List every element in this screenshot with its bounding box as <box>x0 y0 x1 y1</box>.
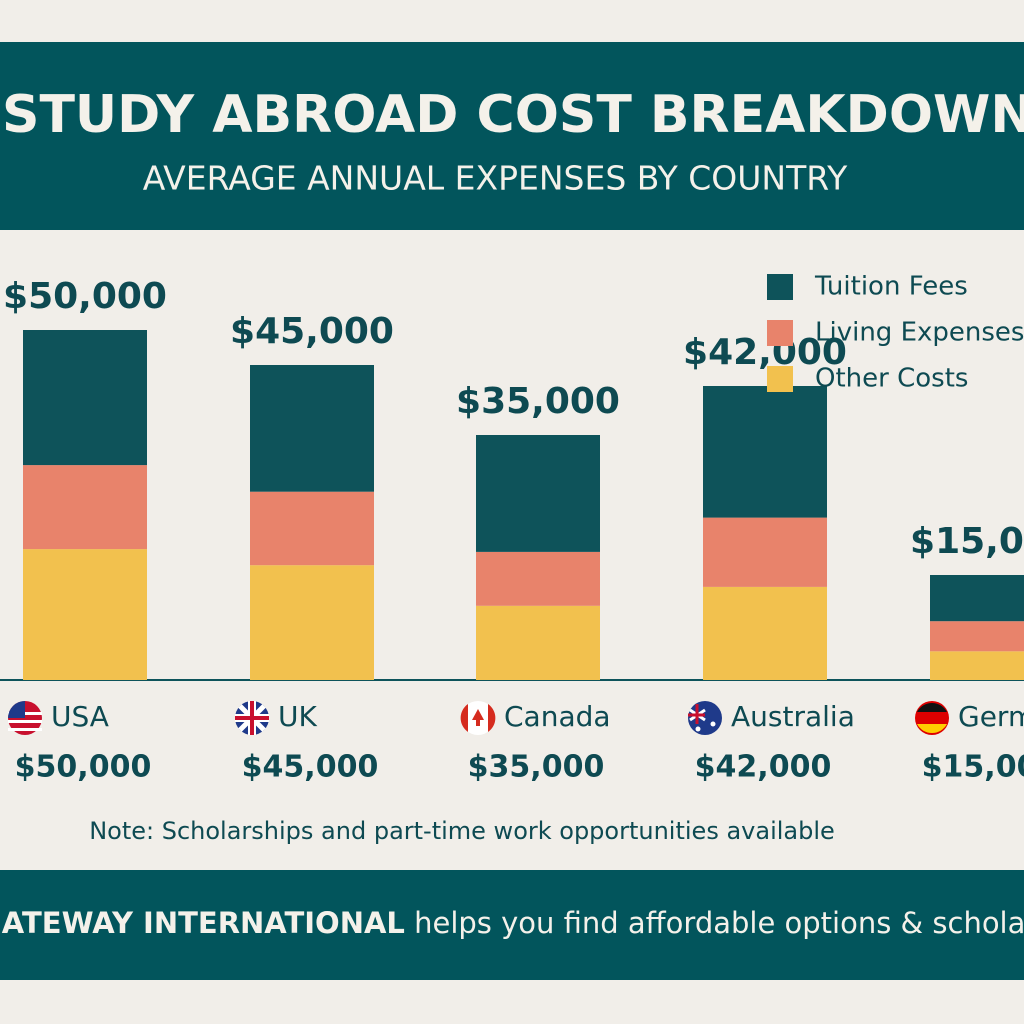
bar-segment <box>930 621 1024 652</box>
country-total: $45,000 <box>242 750 379 785</box>
country-labels: USA $50,000 UK $45,000 Canada $35,000 Australi… <box>8 700 1024 785</box>
country-name: Canada <box>504 700 611 733</box>
bar-segment <box>476 435 600 552</box>
country-total: $50,000 <box>15 750 152 785</box>
bar-segment <box>250 365 374 492</box>
country-total: $42,000 <box>695 750 832 785</box>
flag-stripe <box>8 728 42 731</box>
country-label: Germany $15,000 <box>915 700 1024 785</box>
note: Note: Scholarships and part-time work op… <box>89 817 835 845</box>
flag-bands <box>460 704 496 732</box>
bar-segment <box>476 605 600 680</box>
country-name: UK <box>278 700 317 733</box>
bar-segment <box>476 551 600 606</box>
bar-segment <box>703 517 827 587</box>
bar-segment <box>250 565 374 680</box>
header-banner <box>0 42 1024 230</box>
bar-segment <box>23 330 147 466</box>
total-label: $35,000 <box>456 381 620 422</box>
total-label: $15,000 <box>910 521 1024 562</box>
flag-band <box>917 703 947 712</box>
country-label: USA $50,000 <box>8 700 151 785</box>
country-label: UK $45,000 <box>235 700 378 785</box>
flag-star <box>710 721 716 727</box>
bar-segment <box>703 586 827 680</box>
country-name: Germany <box>958 700 1024 733</box>
country-label: Canada $35,000 <box>460 700 611 785</box>
bar-segment <box>23 549 147 680</box>
legend-swatch <box>767 366 793 392</box>
bar-segment <box>23 465 147 550</box>
total-label: $45,000 <box>230 311 394 352</box>
country-name: Australia <box>731 700 855 733</box>
total-label: $42,000 <box>683 332 847 373</box>
bar-segment <box>930 651 1024 680</box>
flag-stripe <box>8 720 42 723</box>
legend: Tuition Fees Living Expenses Other Costs <box>767 272 1024 394</box>
flag-union <box>688 704 705 724</box>
footer-banner <box>0 870 1024 980</box>
chart-subtitle: AVERAGE ANNUAL EXPENSES BY COUNTRY <box>143 159 848 198</box>
country-name: USA <box>51 700 109 733</box>
footer-text: GATEWAY INTERNATIONAL helps you find aff… <box>0 906 1024 940</box>
bars: $50,000 $45,000 $35,000 $42,000 $15,000 <box>3 276 1024 680</box>
legend-label: Tuition Fees <box>814 272 968 302</box>
flag-band <box>917 724 947 733</box>
country-total: $35,000 <box>468 750 605 785</box>
footer-message: helps you find affordable options & scho… <box>405 906 1024 940</box>
chart-title: STUDY ABROAD COST BREAKDOWN 20 <box>2 85 1024 145</box>
legend-swatch <box>767 320 793 346</box>
country-total: $15,000 <box>922 750 1024 785</box>
flag-canton <box>8 701 25 718</box>
country-label: Australia $42,000 <box>688 700 855 785</box>
bar-segment <box>930 575 1024 622</box>
legend-label: Other Costs <box>815 364 968 394</box>
flag-star <box>695 726 701 732</box>
total-label: $50,000 <box>3 276 167 317</box>
bar-segment <box>703 386 827 518</box>
flag-cross <box>235 701 269 735</box>
bar-segment <box>250 491 374 566</box>
footer-brand: GATEWAY INTERNATIONAL <box>0 906 405 940</box>
flag-leaf <box>472 709 484 726</box>
legend-label: Living Expenses <box>815 318 1024 348</box>
legend-swatch <box>767 274 793 300</box>
